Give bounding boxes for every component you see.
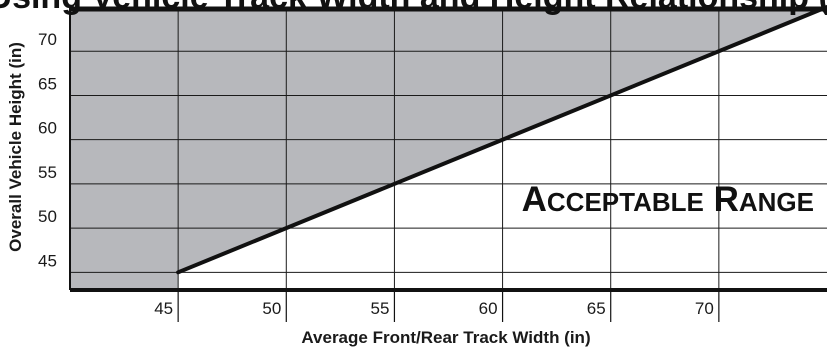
x-tick-label: 45 — [154, 299, 173, 318]
y-tick-label: 70 — [38, 30, 57, 49]
y-axis-title: Overall Vehicle Height (in) — [6, 42, 25, 252]
x-tick-label: 65 — [587, 299, 606, 318]
chart-title: Rollover Range Using Vehicle Track Width… — [0, 0, 827, 16]
x-tick-label: 70 — [695, 299, 714, 318]
y-tick-label: 50 — [38, 207, 57, 226]
x-tick-label: 55 — [371, 299, 390, 318]
acceptable-range-label: ACCEPTABLE RANGE — [522, 180, 814, 219]
shaded-region — [70, 7, 827, 290]
y-tick-label: 45 — [38, 251, 57, 270]
y-tick-label: 65 — [38, 74, 57, 93]
x-tick-label: 50 — [262, 299, 281, 318]
y-tick-label: 55 — [38, 163, 57, 182]
x-tick-label: 60 — [479, 299, 498, 318]
series-line — [176, 5, 827, 275]
x-axis-title: Average Front/Rear Track Width (in) — [301, 328, 590, 347]
y-tick-label: 60 — [38, 119, 57, 138]
